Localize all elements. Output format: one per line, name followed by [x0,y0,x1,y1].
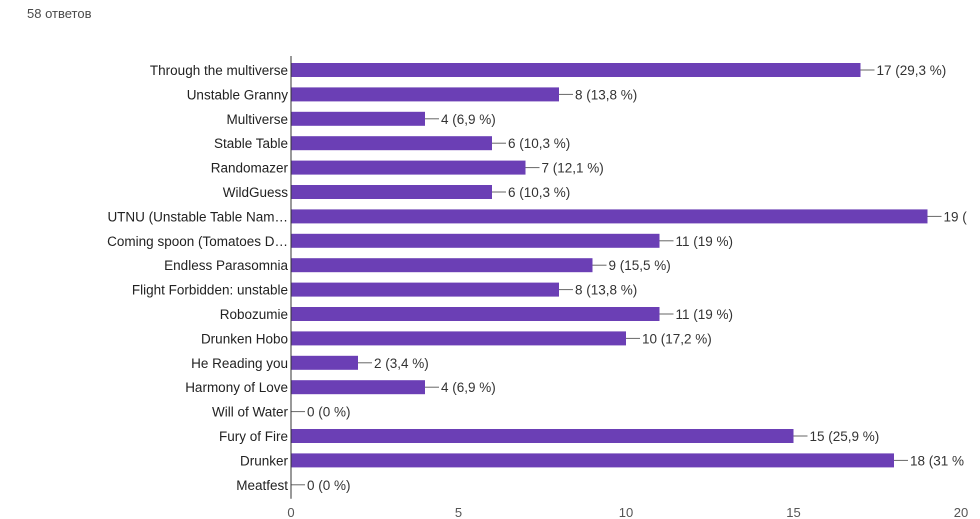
bar-flight-forbidden-unstable [291,282,559,297]
category-label-drunken-hobo: Drunken Hobo [201,331,288,346]
bar-endless-parasomnia [291,258,593,273]
data-label-utnu-unstable-table-nam: 19 ( [944,209,968,224]
category-label-flight-forbidden-unstable: Flight Forbidden: unstable [132,283,288,298]
leader-lines-group [291,69,942,486]
bar-robozumie [291,307,660,321]
data-label-robozumie: 11 (19 %) [676,307,734,322]
bar-harmony-of-love [291,380,425,395]
data-label-multiverse: 4 (6,9 %) [441,112,496,127]
category-label-meatfest: Meatfest [236,478,288,493]
category-label-multiverse: Multiverse [226,112,288,127]
category-label-stable-table: Stable Table [214,136,288,151]
category-label-randomazer: Randomazer [211,161,289,176]
data-label-meatfest: 0 (0 %) [307,478,351,493]
category-label-utnu-unstable-table-nam: UTNU (Unstable Table Nam… [107,209,288,224]
category-label-endless-parasomnia: Endless Parasomnia [164,258,288,273]
bar-fury-of-fire [291,429,794,443]
data-label-randomazer: 7 (12,1 %) [542,161,604,176]
response-count: 58 ответов [27,6,92,21]
category-label-will-of-water: Will of Water [212,405,289,420]
x-tick-10: 10 [619,505,633,519]
bar-through-the-multiverse [291,63,861,77]
data-label-through-the-multiverse: 17 (29,3 %) [877,63,947,78]
category-label-drunker: Drunker [240,453,289,468]
category-labels-group: Through the multiverse Unstable Granny Mul… [107,63,288,493]
data-label-stable-table: 6 (10,3 %) [508,136,570,151]
data-label-flight-forbidden-unstable: 8 (13,8 %) [575,283,637,298]
category-label-wildguess: WildGuess [223,185,289,200]
x-tick-20: 20 [954,505,968,519]
bar-multiverse [291,111,425,126]
data-label-coming-spoon-tomatoes-d: 11 (19 %) [676,234,734,249]
bar-randomazer [291,160,526,175]
data-label-unstable-granny: 8 (13,8 %) [575,87,637,102]
bar-utnu-unstable-table-nam [291,209,928,224]
category-label-coming-spoon-tomatoes-d: Coming spoon (Tomatoes D… [107,234,288,249]
bars-group [291,63,928,468]
data-label-will-of-water: 0 (0 %) [307,405,351,420]
data-label-wildguess: 6 (10,3 %) [508,185,570,200]
bar-stable-table [291,136,492,151]
data-label-he-reading-you: 2 (3,4 %) [374,356,429,371]
data-label-drunker: 18 (31 % [910,453,964,468]
category-label-robozumie: Robozumie [220,307,288,322]
x-tick-5: 5 [455,505,462,519]
data-label-fury-of-fire: 15 (25,9 %) [810,429,880,444]
data-label-drunken-hobo: 10 (17,2 %) [642,331,712,346]
data-label-harmony-of-love: 4 (6,9 %) [441,380,496,395]
x-tick-0: 0 [287,505,294,519]
data-label-endless-parasomnia: 9 (15,5 %) [609,258,671,273]
category-label-fury-of-fire: Fury of Fire [219,429,288,444]
category-label-harmony-of-love: Harmony of Love [185,380,288,395]
x-tick-labels-group: 0 5 10 15 20 [287,505,968,519]
category-label-through-the-multiverse: Through the multiverse [150,63,288,78]
bar-drunker [291,453,894,468]
bar-he-reading-you [291,355,358,370]
bar-unstable-granny [291,87,559,102]
category-label-he-reading-you: He Reading you [191,356,288,371]
x-tick-15: 15 [786,505,800,519]
bar-coming-spoon-tomatoes-d [291,233,660,248]
category-label-unstable-granny: Unstable Granny [187,87,289,102]
bar-drunken-hobo [291,331,626,346]
data-labels-group: 17 (29,3 %) 8 (13,8 %) 4 (6,9 %) 6 (10,3 %)… [307,63,967,493]
bar-wildguess [291,185,492,199]
